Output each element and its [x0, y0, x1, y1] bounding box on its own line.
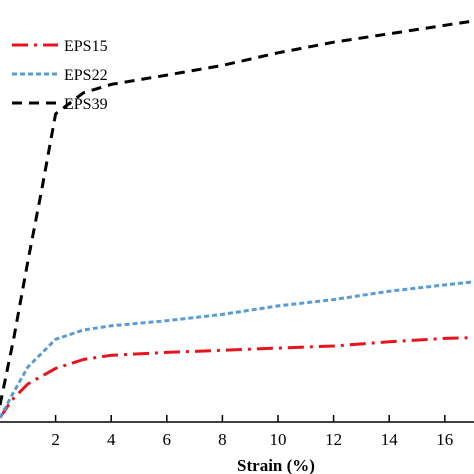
- x-tick-label-2: 2: [51, 430, 60, 449]
- tick-layer: 2 4 6 8 10 12 14 16: [51, 415, 453, 449]
- x-tick-label-6: 6: [163, 430, 172, 449]
- x-tick-label-16: 16: [436, 430, 453, 449]
- x-tick-label-10: 10: [270, 430, 287, 449]
- x-tick-label-14: 14: [381, 430, 399, 449]
- legend: EPS15 EPS22 EPS39: [12, 38, 108, 113]
- series-layer: [0, 19, 473, 419]
- series-line-eps22: [0, 280, 473, 419]
- legend-label-eps15: EPS15: [64, 38, 108, 55]
- series-line-eps39: [0, 19, 473, 406]
- x-tick-label-12: 12: [325, 430, 342, 449]
- series-line-eps15: [0, 336, 473, 419]
- legend-label-eps22: EPS22: [64, 67, 108, 84]
- x-tick-label-8: 8: [218, 430, 227, 449]
- x-tick-label-4: 4: [107, 430, 116, 449]
- legend-label-eps39: EPS39: [64, 96, 108, 113]
- x-axis-label: Strain (%): [237, 456, 315, 474]
